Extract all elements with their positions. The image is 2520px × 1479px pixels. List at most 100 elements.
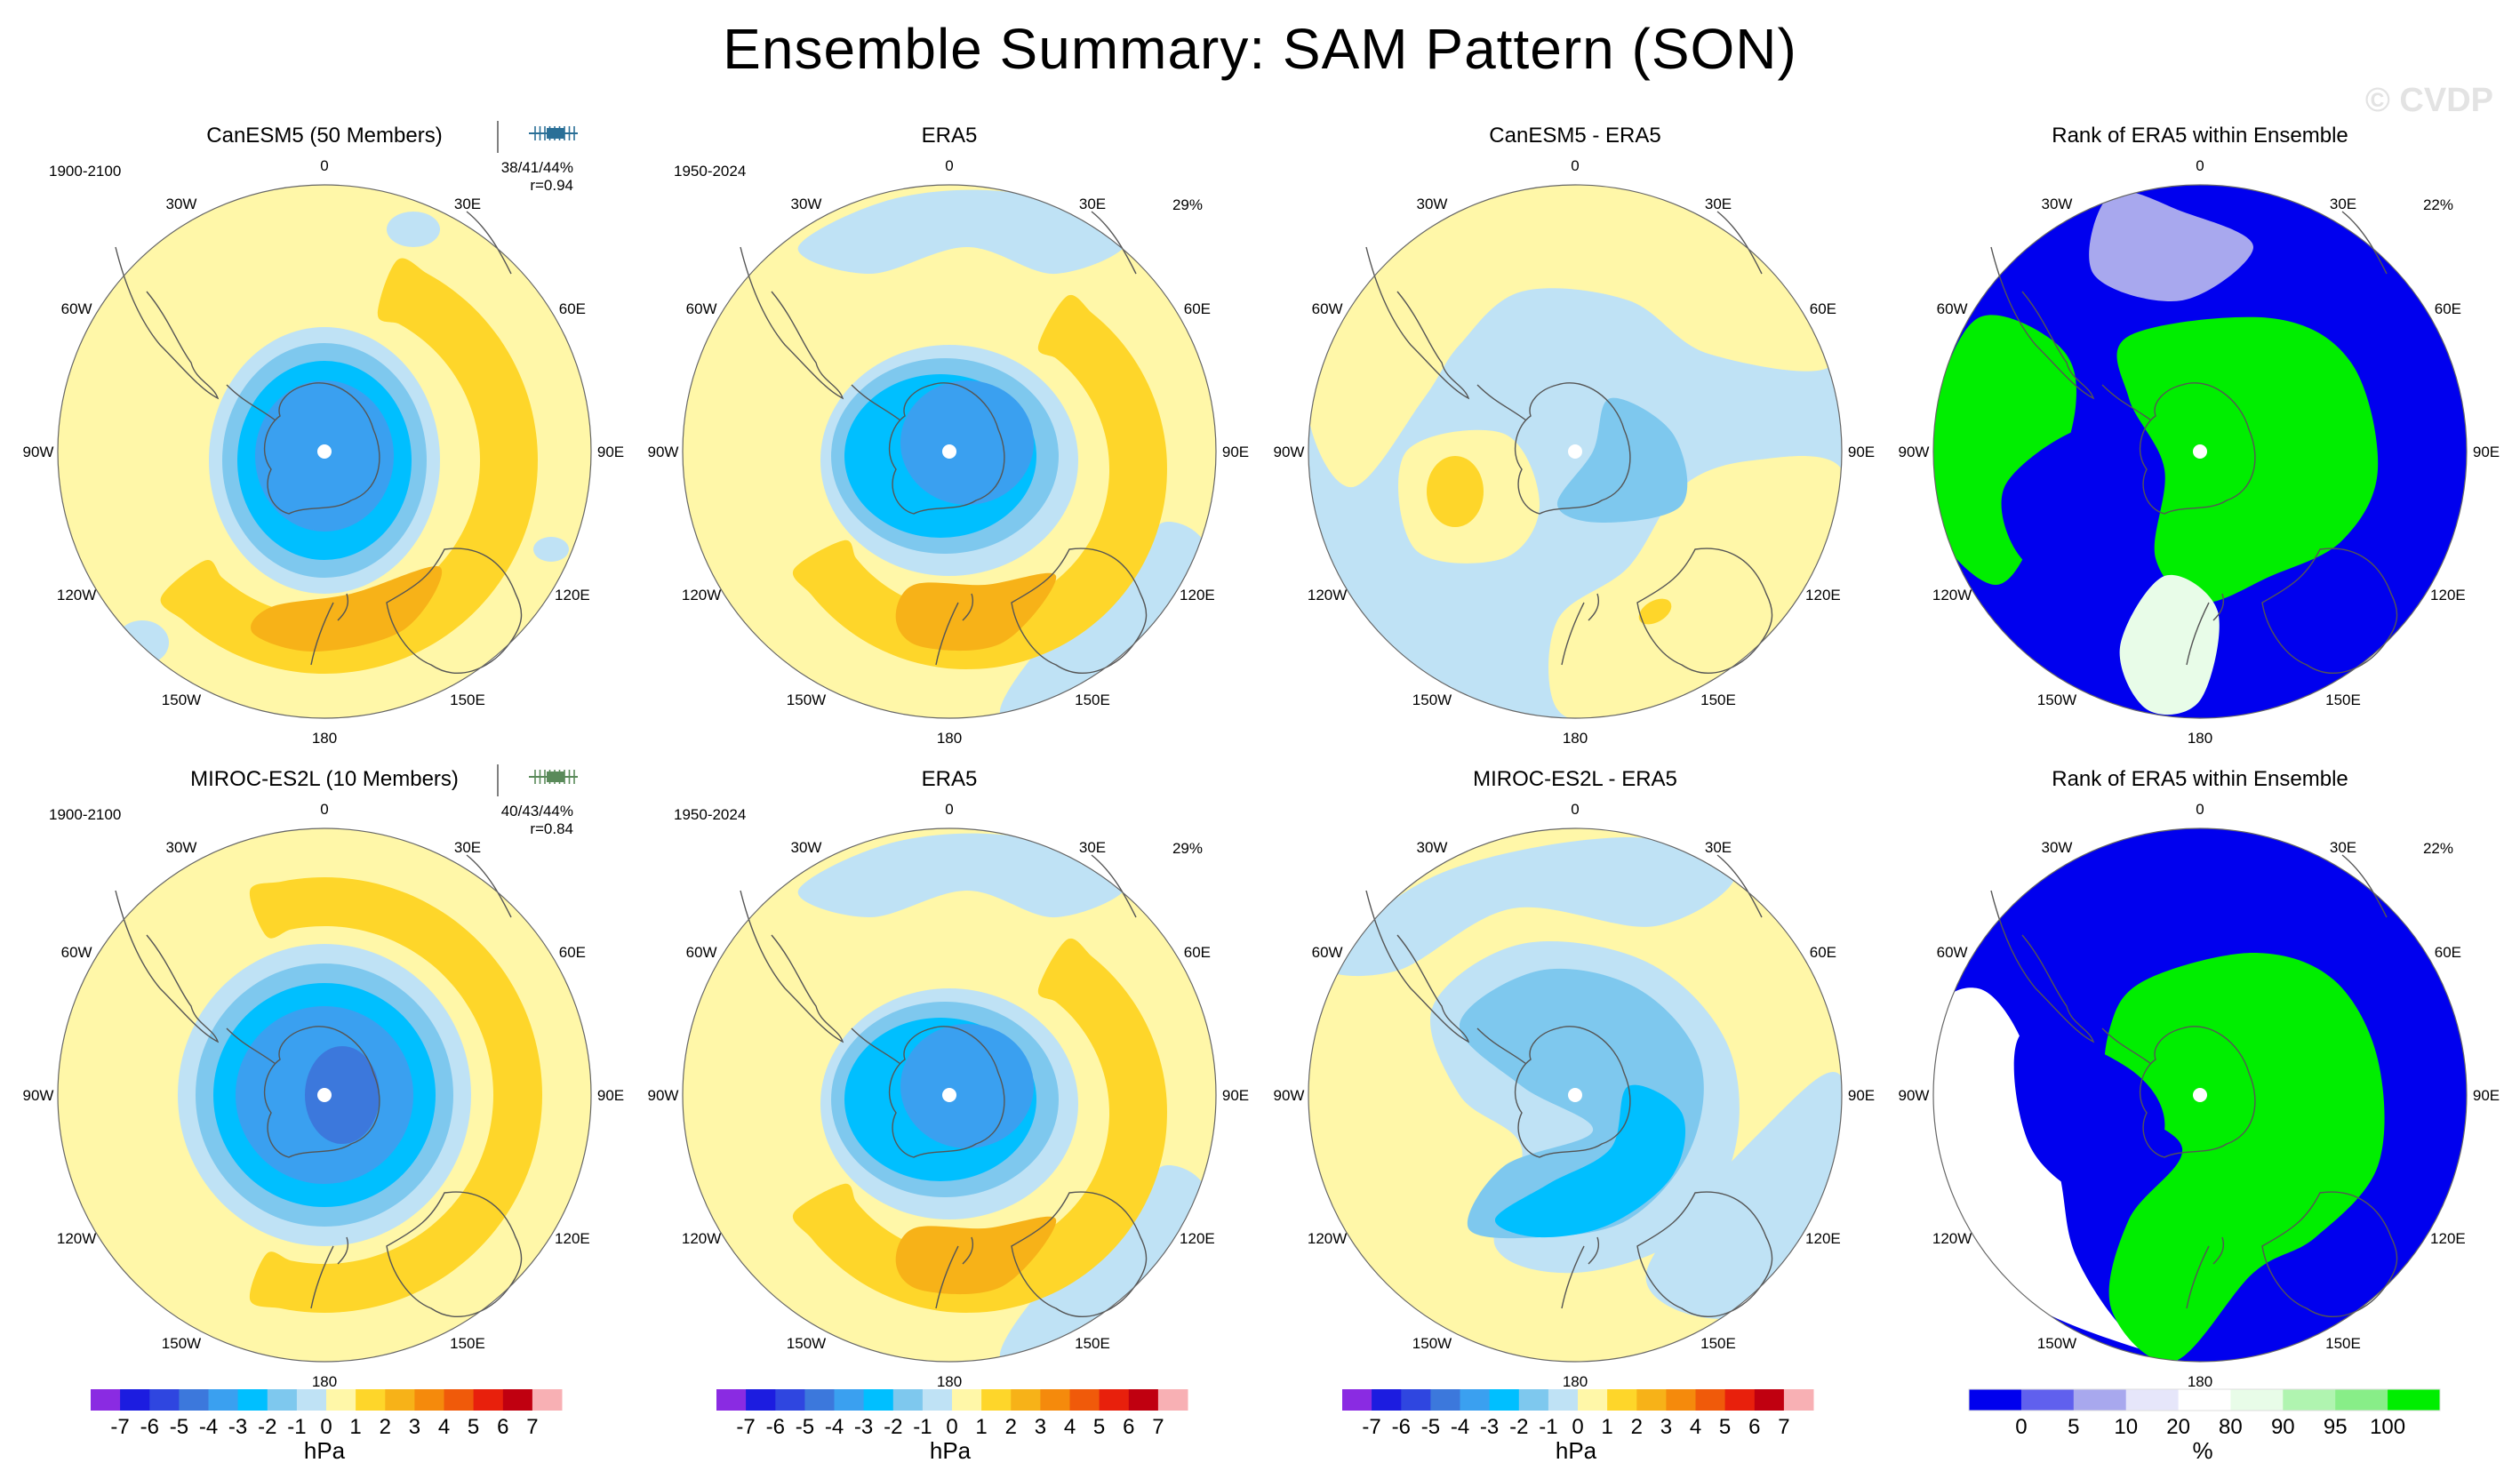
longitude-label: 120E <box>1180 1230 1215 1247</box>
colorbar-tick: 5 <box>2068 1415 2079 1439</box>
colorbar-tick: 0 <box>1572 1415 1583 1439</box>
colorbar-tick: -7 <box>110 1415 129 1439</box>
colorbar-swatch <box>149 1389 180 1411</box>
longitude-label: 60E <box>559 300 586 317</box>
coastline <box>466 211 512 275</box>
coastline <box>226 384 276 421</box>
coastline <box>310 1236 348 1309</box>
longitude-label: 0 <box>2196 801 2204 818</box>
longitude-label: 0 <box>1571 157 1579 174</box>
coastline <box>1636 548 1773 674</box>
colorbar-swatch <box>237 1389 268 1411</box>
colorbar-tick: 1 <box>975 1415 987 1439</box>
colorbar-tick: -4 <box>825 1415 844 1439</box>
colorbar-swatch <box>1099 1389 1130 1411</box>
colorbar-swatch <box>120 1389 150 1411</box>
longitude-label: 120E <box>1180 587 1215 604</box>
coastline <box>1990 246 2095 400</box>
field-shading <box>58 828 591 1362</box>
positive-band <box>160 258 538 675</box>
colorbar-swatch <box>1969 1389 2022 1411</box>
longitude-label: 180 <box>2188 730 2212 747</box>
panel-title: ERA5 <box>922 767 978 791</box>
longitude-label: 30W <box>166 196 197 212</box>
longitude-label: 90W <box>23 1087 54 1104</box>
cvdp-watermark: © CVDP <box>2364 82 2493 119</box>
longitude-label: 150E <box>450 692 485 708</box>
colorbar-tick: -6 <box>1392 1415 1411 1439</box>
longitude-label: 90W <box>648 1087 679 1104</box>
longitude-label: 30E <box>1079 839 1106 856</box>
colorbar-tick: 0 <box>946 1415 957 1439</box>
coastline <box>115 246 220 400</box>
rank-mid-north <box>2089 190 2253 301</box>
colorbar-tick: 6 <box>1123 1415 1134 1439</box>
colorbar-tick: -2 <box>884 1415 902 1439</box>
colorbar-swatch <box>296 1389 327 1411</box>
colorbar-tick: 4 <box>1690 1415 1701 1439</box>
colorbar-tick: 5 <box>468 1415 479 1439</box>
map-border <box>1932 827 2468 1363</box>
colorbar-swatch <box>834 1389 865 1411</box>
colorbar-swatch <box>1724 1389 1756 1411</box>
colorbar-swatch <box>2073 1389 2127 1411</box>
colorbar-tick: -1 <box>913 1415 932 1439</box>
longitude-label: 150W <box>2037 1335 2076 1352</box>
pole-marker <box>2193 1088 2207 1102</box>
colorbar-swatch <box>1342 1389 1372 1411</box>
colorbar-swatch <box>2388 1389 2441 1411</box>
longitude-label: 120E <box>555 1230 590 1247</box>
negative-core <box>1556 397 1688 523</box>
longitude-label: 30W <box>2042 839 2073 856</box>
panel-title: CanESM5 (50 Members) <box>206 124 442 148</box>
colorbar-tick: 5 <box>1719 1415 1731 1439</box>
colorbar-tick: 20 <box>2166 1415 2190 1439</box>
longitude-label: 30W <box>1417 196 1448 212</box>
pole-marker <box>317 444 332 459</box>
iqr-box <box>547 128 564 139</box>
coastline <box>888 382 1005 515</box>
longitude-label: 120E <box>1805 587 1841 604</box>
pattern-correlation: r=0.84 <box>530 820 573 837</box>
colorbar-swatch <box>1548 1389 1579 1411</box>
coastline <box>2261 548 2398 674</box>
colorbar-swatch <box>2125 1389 2180 1411</box>
coastline <box>1716 854 1763 918</box>
colorbar-swatch <box>1489 1389 1520 1411</box>
coastline <box>1561 593 1599 666</box>
colorbar-tick: -7 <box>1362 1415 1380 1439</box>
colorbar-swatch <box>179 1389 209 1411</box>
map-panel-canesm5-diff: 0 30E 60E 90E 120E 150E 180 150W 120W 90W 60W 30W Ca… <box>1274 124 1876 747</box>
longitude-label: 120W <box>57 1230 96 1247</box>
coastline <box>226 1027 276 1065</box>
map-panel-rank-b: 0 30E 60E 90E 120E 150E 180 150W 120W 90W 60W 30W Ra… <box>1899 767 2500 1390</box>
rank-low-west <box>2001 424 2148 574</box>
colorbar-swatch <box>2230 1389 2284 1411</box>
map-border <box>57 184 592 719</box>
negative-core <box>305 1046 380 1144</box>
colorbar-swatch <box>952 1389 982 1411</box>
colorbar-swatch <box>1754 1389 1785 1411</box>
longitude-label: 30W <box>166 839 197 856</box>
colorbar-swatch <box>91 1389 121 1411</box>
colorbar-swatch <box>922 1389 953 1411</box>
colorbar-outline <box>1968 1388 2441 1411</box>
pole-marker <box>942 1088 956 1102</box>
colorbar-cb-2: -7 -6 -5 -4 -3 -2 -1 0 1 2 3 4 5 6 7 hPa <box>716 1389 1188 1464</box>
colorbar-swatch <box>716 1389 747 1411</box>
colorbar-tick: 100 <box>2370 1415 2405 1439</box>
longitude-label: 90E <box>2473 444 2500 460</box>
longitude-label: 30E <box>1705 839 1732 856</box>
colorbar-tick: -5 <box>170 1415 188 1439</box>
percent-variance-range: 40/43/44% <box>501 803 573 819</box>
colorbar-swatch <box>892 1389 924 1411</box>
longitude-label: 60E <box>1184 300 1211 317</box>
colorbar-tick: 7 <box>1778 1415 1789 1439</box>
map-panel-era5-a: 0 30E 60E 90E 120E 150E 180 150W 120W 90W 60W 30W ER… <box>648 124 1250 747</box>
longitude-label: 90E <box>1848 444 1875 460</box>
period-label: 1950-2024 <box>674 806 746 823</box>
coastline <box>1011 1191 1148 1317</box>
longitude-label: 120W <box>1308 587 1347 604</box>
longitude-label: 60W <box>1937 300 1968 317</box>
